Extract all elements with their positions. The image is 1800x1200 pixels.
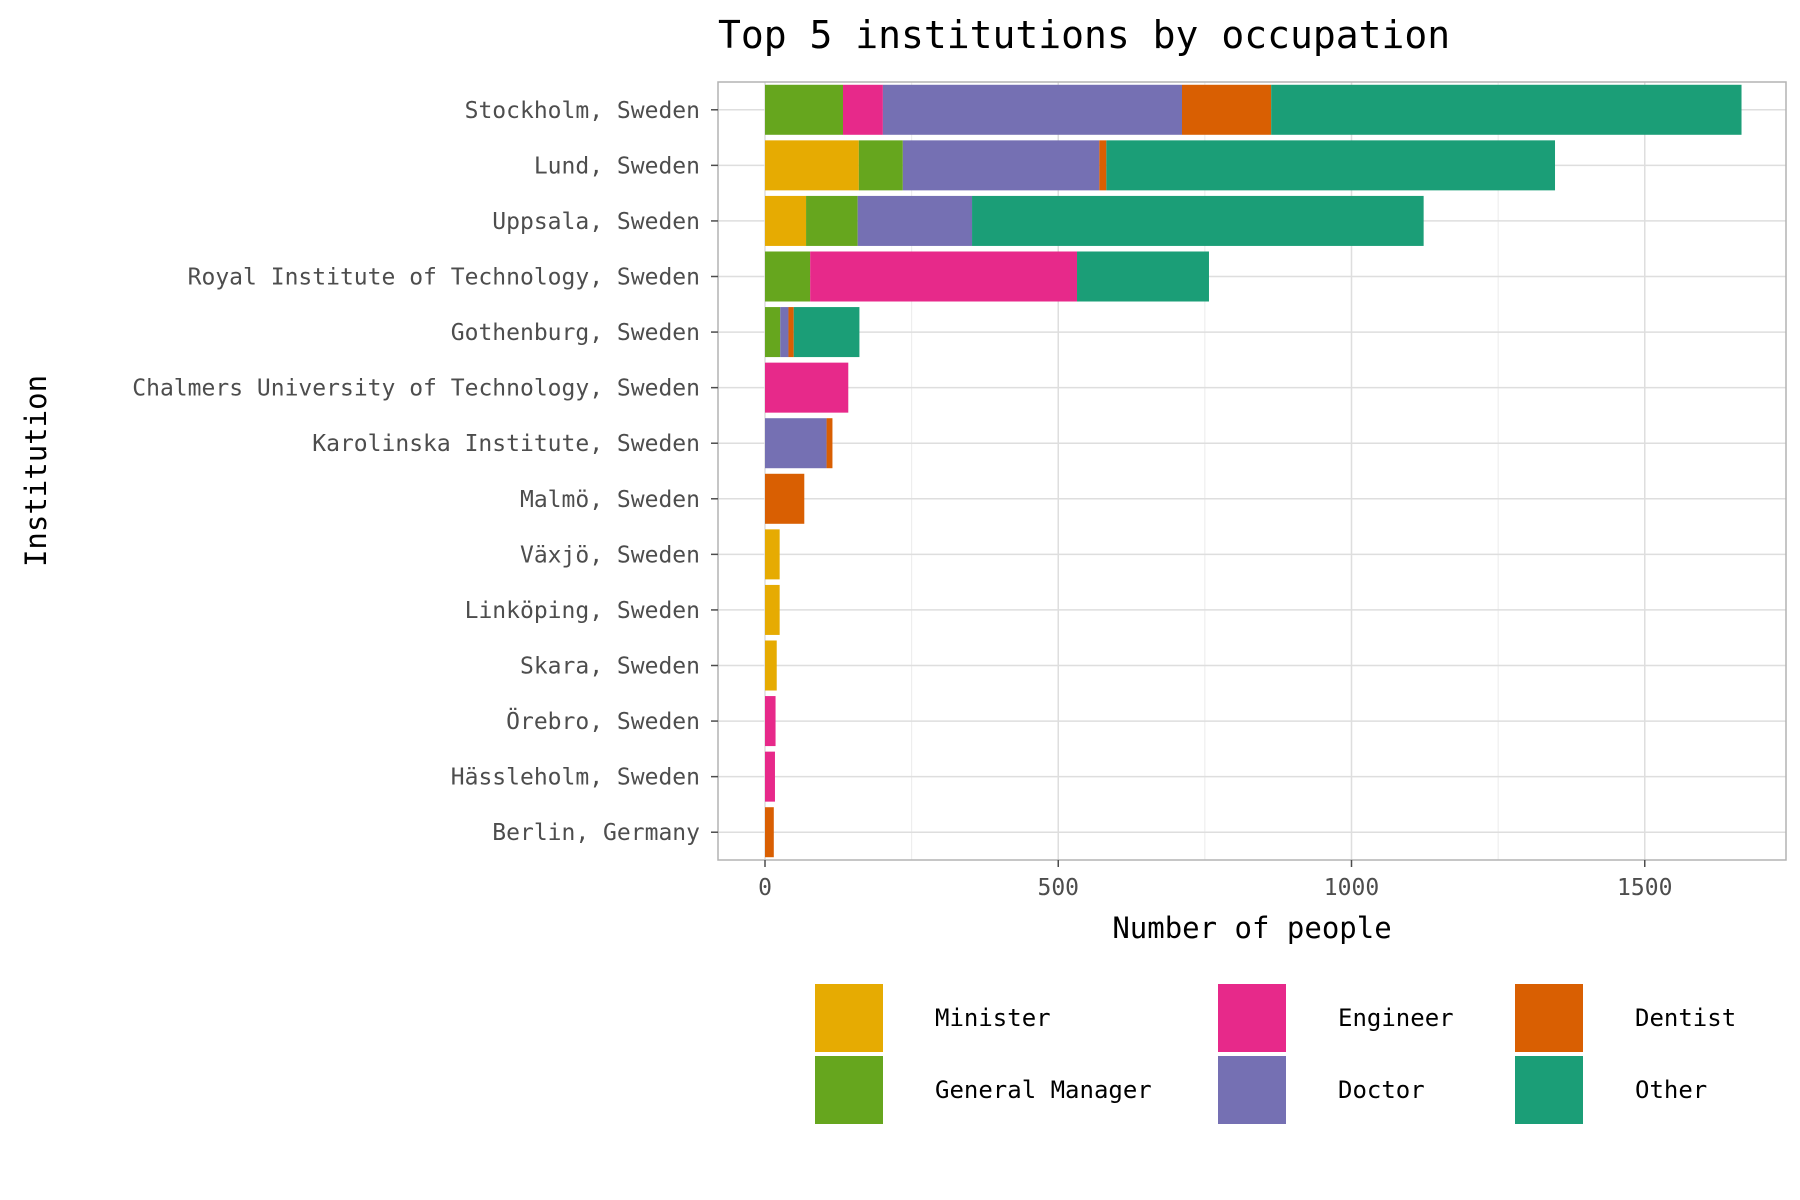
bar-stockholm-sweden-doctor: [882, 84, 1183, 135]
y-tick-label-skara-sweden: Skara, Sweden: [520, 654, 700, 680]
y-tick-label-karolinska-institute-sweden: Karolinska Institute, Sweden: [312, 431, 700, 457]
y-axis: Stockholm, Sweden Lund, Sweden Uppsala, Sw…: [132, 98, 718, 846]
bar-lund-sweden-general-manager: [858, 140, 903, 191]
chart-title: Top 5 institutions by occupation: [718, 13, 1450, 57]
y-tick-label-orebro-sweden: Örebro, Sweden: [506, 707, 700, 735]
bar-karolinska-institute-sweden-doctor: [765, 418, 827, 469]
bar-royal-institute-of-technology-sweden-engineer: [810, 251, 1078, 302]
bar-stockholm-sweden-other: [1271, 84, 1742, 135]
bar-orebro-sweden-engineer: [765, 696, 776, 747]
bar-lund-sweden-doctor: [902, 140, 1100, 191]
y-tick-label-stockholm-sweden: Stockholm, Sweden: [465, 98, 700, 124]
bar-stockholm-sweden-general-manager: [765, 84, 844, 135]
bar-chalmers-university-of-technology-sweden-engineer: [765, 362, 849, 413]
x-tick-label: 1500: [1617, 875, 1672, 901]
y-tick-label-chalmers-university-of-technology-sweden: Chalmers University of Technology, Swede…: [132, 376, 700, 402]
y-axis-title: Institution: [19, 375, 53, 567]
bar-uppsala-sweden-doctor: [857, 195, 973, 246]
bar-uppsala-sweden-other: [972, 195, 1424, 246]
bar-stockholm-sweden-engineer: [843, 84, 883, 135]
bar-vaxjo-sweden-minister: [765, 529, 780, 580]
x-tick-label: 500: [1037, 875, 1079, 901]
legend-key-dentist: [1515, 984, 1583, 1052]
bar-stockholm-sweden-dentist: [1182, 84, 1272, 135]
bar-skara-sweden-minister: [765, 640, 777, 691]
y-tick-label-malmo-sweden: Malmö, Sweden: [520, 487, 700, 513]
bar-gothenburg-sweden-general-manager: [765, 307, 781, 358]
bar-uppsala-sweden-minister: [765, 195, 807, 246]
bar-uppsala-sweden-general-manager: [806, 195, 858, 246]
y-tick-label-vaxjo-sweden: Växjö, Sweden: [520, 542, 700, 568]
x-tick-label: 1000: [1324, 875, 1379, 901]
legend-label-engineer: Engineer: [1338, 1004, 1454, 1032]
bar-hassleholm-sweden-engineer: [765, 751, 775, 802]
bar-lund-sweden-other: [1106, 140, 1556, 191]
legend-label-other: Other: [1635, 1076, 1707, 1104]
bar-karolinska-institute-sweden-dentist: [826, 418, 833, 469]
legend-key-doctor: [1218, 1056, 1286, 1124]
bar-royal-institute-of-technology-sweden-other: [1077, 251, 1209, 302]
plot-border: [717, 81, 1787, 861]
y-tick-label-royal-institute-of-technology-sweden: Royal Institute of Technology, Sweden: [188, 265, 700, 291]
bars: [765, 84, 1742, 858]
legend-label-dentist: Dentist: [1635, 1004, 1736, 1032]
bar-gothenburg-sweden-doctor: [780, 307, 789, 358]
bar-gothenburg-sweden-dentist: [788, 307, 794, 358]
legend-label-minister: Minister: [935, 1004, 1051, 1032]
y-tick-label-uppsala-sweden: Uppsala, Sweden: [492, 209, 700, 235]
legend-key-engineer: [1218, 984, 1286, 1052]
legend-key-minister: [815, 984, 883, 1052]
bar-gothenburg-sweden-other: [793, 307, 860, 358]
y-tick-label-linkoping-sweden: Linköping, Sweden: [465, 598, 700, 624]
legend-key-general-manager: [815, 1056, 883, 1124]
bar-linkoping-sweden-minister: [765, 584, 780, 635]
y-tick-label-berlin-germany: Berlin, Germany: [492, 820, 700, 846]
x-tick-label: 0: [758, 875, 772, 901]
bar-berlin-germany-dentist: [765, 807, 774, 858]
plot-area: [717, 81, 1787, 861]
legend-label-doctor: Doctor: [1338, 1076, 1425, 1104]
y-tick-label-hassleholm-sweden: Hässleholm, Sweden: [451, 765, 700, 791]
legend-label-general-manager: General Manager: [935, 1076, 1152, 1104]
x-axis: 0 500 1000 1500: [758, 860, 1672, 901]
bar-lund-sweden-minister: [765, 140, 859, 191]
bar-lund-sweden-dentist: [1099, 140, 1107, 191]
x-axis-title: Number of people: [1112, 911, 1391, 945]
legend-key-other: [1515, 1056, 1583, 1124]
bar-royal-institute-of-technology-sweden-general-manager: [765, 251, 811, 302]
y-tick-label-lund-sweden: Lund, Sweden: [534, 153, 700, 179]
bar-malmo-sweden-dentist: [765, 473, 805, 524]
legend: Minister General Manager Engineer Doctor Den…: [815, 984, 1736, 1124]
y-tick-label-gothenburg-sweden: Gothenburg, Sweden: [451, 320, 700, 346]
